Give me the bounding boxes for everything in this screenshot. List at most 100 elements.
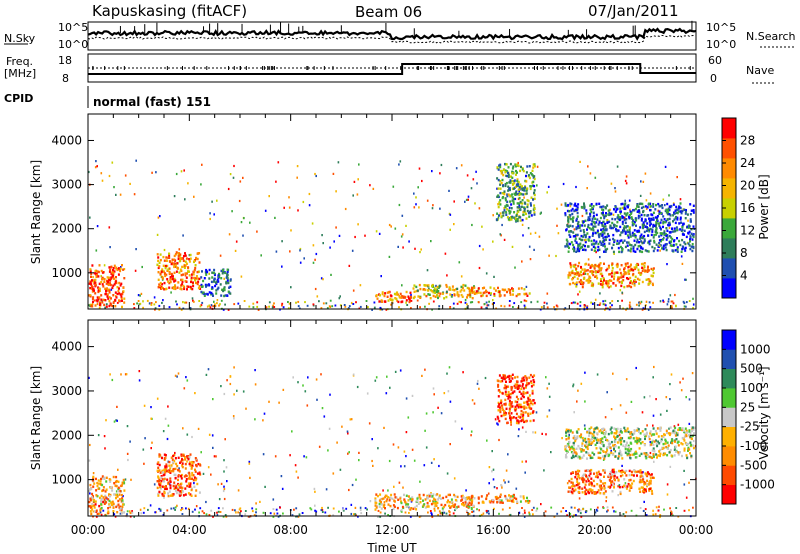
echo-cell bbox=[112, 273, 115, 277]
near-range-cell bbox=[219, 511, 222, 513]
scatter-cell bbox=[649, 451, 652, 455]
scatter-cell bbox=[645, 207, 648, 210]
echo-cell bbox=[189, 493, 192, 496]
echo-cell bbox=[516, 184, 519, 188]
scatter-cell bbox=[407, 416, 410, 419]
scatter-cell bbox=[449, 400, 452, 403]
echo-cell bbox=[687, 226, 690, 229]
near-range-cell bbox=[406, 304, 409, 306]
echo-cell bbox=[640, 246, 643, 250]
freq-line bbox=[88, 63, 696, 75]
scatter-cell bbox=[619, 212, 622, 215]
echo-cell bbox=[623, 212, 626, 215]
echo-cell bbox=[470, 286, 473, 290]
scatter-cell bbox=[503, 479, 505, 482]
scatter-cell bbox=[484, 376, 487, 380]
echo-cell bbox=[634, 207, 637, 211]
echo-cell bbox=[472, 504, 475, 507]
echo-cell bbox=[104, 292, 107, 296]
colorbar-swatch bbox=[722, 198, 736, 219]
echo-cell bbox=[577, 490, 580, 494]
echo-cell bbox=[586, 232, 589, 235]
echo-cell bbox=[516, 212, 519, 215]
scatter-cell bbox=[89, 216, 91, 219]
echo-cell bbox=[111, 489, 114, 492]
echo-cell bbox=[684, 246, 687, 250]
scatter-cell bbox=[156, 233, 159, 236]
echo-cell bbox=[656, 249, 659, 252]
echo-cell bbox=[197, 462, 200, 466]
echo-cell bbox=[387, 503, 390, 506]
echo-cell bbox=[578, 247, 581, 251]
scatter-cell bbox=[410, 293, 412, 297]
echo-cell bbox=[429, 297, 432, 300]
echo-cell bbox=[673, 240, 675, 243]
echo-cell bbox=[636, 238, 639, 241]
scatter-cell bbox=[547, 185, 550, 188]
near-range-cell bbox=[645, 514, 648, 517]
echo-cell bbox=[590, 484, 593, 487]
echo-cell bbox=[649, 480, 652, 483]
echo-cell bbox=[576, 215, 579, 218]
echo-cell bbox=[626, 441, 628, 444]
echo-cell bbox=[392, 504, 395, 507]
echo-cell bbox=[589, 472, 592, 475]
scatter-cell bbox=[177, 372, 180, 375]
echo-cell bbox=[651, 476, 654, 479]
scatter-cell bbox=[138, 379, 141, 382]
echo-cell bbox=[386, 291, 389, 294]
echo-cell bbox=[194, 478, 197, 482]
echo-cell bbox=[431, 495, 434, 498]
echo-cell bbox=[163, 477, 166, 481]
echo-cell bbox=[523, 201, 526, 204]
echo-cell bbox=[608, 266, 610, 269]
scatter-cell bbox=[669, 383, 671, 386]
echo-cell bbox=[89, 269, 92, 272]
echo-cell bbox=[594, 217, 597, 220]
echo-cell bbox=[515, 191, 517, 195]
near-range-cell bbox=[683, 305, 686, 308]
near-range-cell bbox=[154, 511, 157, 514]
echo-cell bbox=[617, 246, 620, 250]
echo-cell bbox=[533, 184, 536, 188]
echo-cell bbox=[565, 204, 568, 208]
echo-cell bbox=[519, 219, 522, 222]
near-range-cell bbox=[227, 308, 230, 311]
echo-cell bbox=[517, 415, 520, 418]
echo-cell bbox=[571, 212, 574, 216]
scatter-cell bbox=[677, 432, 679, 435]
echo-cell bbox=[383, 294, 386, 298]
scatter-cell bbox=[127, 458, 129, 462]
echo-cell bbox=[658, 212, 661, 215]
echo-cell bbox=[515, 412, 518, 416]
echo-cell bbox=[583, 231, 586, 234]
echo-cell bbox=[186, 484, 189, 488]
scatter-cell bbox=[599, 292, 601, 295]
echo-cell bbox=[684, 242, 687, 246]
echo-cell bbox=[612, 444, 614, 447]
echo-cell bbox=[631, 217, 634, 220]
echo-cell bbox=[215, 282, 218, 286]
near-range-cell bbox=[142, 511, 145, 514]
echo-cell bbox=[176, 286, 179, 289]
near-range-cell bbox=[546, 302, 548, 305]
near-range-cell bbox=[172, 507, 175, 510]
echo-cell bbox=[525, 174, 527, 178]
near-range-cell bbox=[377, 509, 380, 512]
near-range-cell bbox=[570, 302, 573, 305]
echo-cell bbox=[178, 252, 181, 255]
echo-cell bbox=[96, 512, 99, 515]
echo-cell bbox=[198, 472, 201, 475]
echo-cell bbox=[523, 292, 526, 296]
colorbar-swatch bbox=[722, 158, 736, 179]
echo-cell bbox=[522, 416, 525, 420]
echo-cell bbox=[568, 230, 570, 233]
echo-cell bbox=[575, 241, 578, 244]
echo-cell bbox=[419, 501, 422, 504]
echo-cell bbox=[501, 406, 504, 409]
echo-cell bbox=[115, 266, 118, 269]
echo-cell bbox=[104, 299, 107, 302]
echo-cell bbox=[121, 305, 123, 309]
scatter-cell bbox=[610, 449, 612, 452]
echo-cell bbox=[688, 244, 691, 247]
